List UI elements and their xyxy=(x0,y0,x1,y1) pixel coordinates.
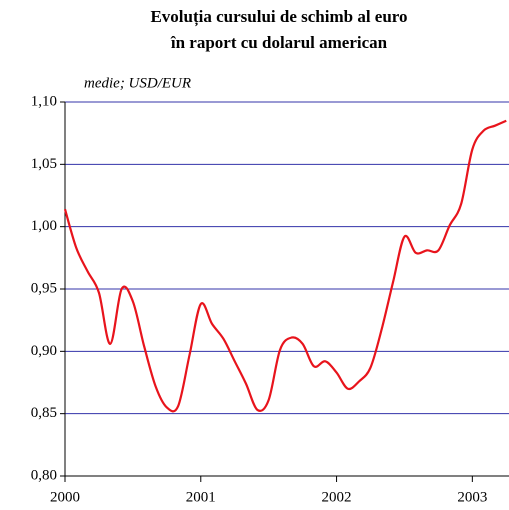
y-tick-label: 1,10 xyxy=(31,93,57,109)
y-tick-label: 0,80 xyxy=(31,467,57,483)
y-tick-label: 0,90 xyxy=(31,343,57,359)
y-tick-label: 0,85 xyxy=(31,405,57,421)
x-tick-label: 2000 xyxy=(50,489,80,505)
subtitle: medie; USD/EUR xyxy=(84,75,191,91)
y-tick-label: 1,00 xyxy=(31,218,57,234)
x-tick-label: 2003 xyxy=(457,489,487,505)
x-tick-label: 2001 xyxy=(186,489,216,505)
chart-title: în raport cu dolarul american xyxy=(170,33,388,52)
y-tick-label: 1,05 xyxy=(31,156,57,172)
x-tick-label: 2002 xyxy=(322,489,352,505)
y-tick-label: 0,95 xyxy=(31,280,57,296)
line xyxy=(63,119,507,413)
chart-title: Evoluția cursului de schimb al euro xyxy=(150,7,407,27)
